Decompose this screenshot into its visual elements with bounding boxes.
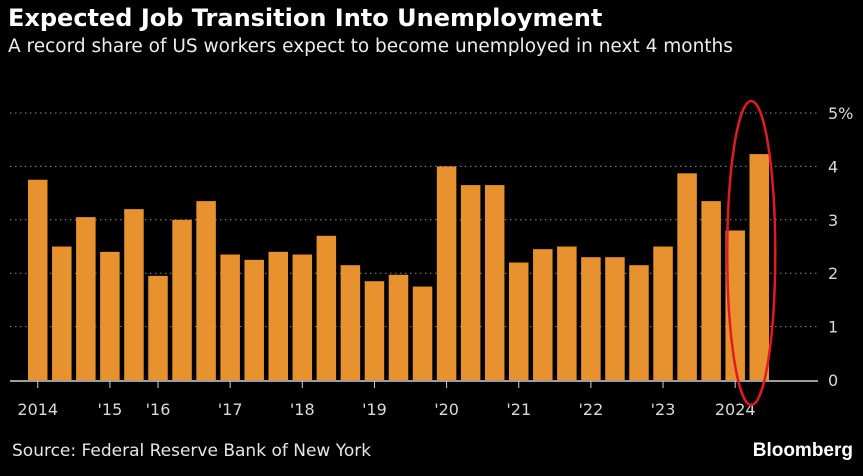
bars (28, 154, 769, 380)
bar (340, 265, 361, 380)
bar (557, 246, 577, 380)
bar (52, 246, 72, 380)
bar (725, 230, 745, 380)
bar (220, 254, 240, 380)
bar (460, 185, 481, 380)
x-axis: 2014 '15 '16 '17 '18 '19 '20 '21 '22 '23 2024 (17, 381, 756, 419)
bar (509, 262, 529, 380)
y-tick-label: 1 (828, 318, 838, 337)
bloomberg-logo: Bloomberg (752, 440, 853, 461)
bar (76, 217, 96, 380)
y-tick-label: 4 (828, 157, 838, 176)
x-tick-label: '20 (434, 400, 459, 419)
bar (28, 179, 48, 380)
bar (484, 185, 505, 380)
bar (148, 275, 168, 380)
x-tick-label: '18 (290, 400, 315, 419)
bar (172, 219, 192, 380)
x-tick-label: '17 (218, 400, 243, 419)
bar (605, 257, 625, 380)
x-tick-label: '19 (362, 400, 387, 419)
y-tick-label: 0 (828, 371, 838, 390)
highlight-circle (726, 99, 777, 407)
bar (124, 209, 144, 380)
chart-subtitle: A record share of US workers expect to b… (8, 36, 733, 57)
x-tick-label: '15 (98, 400, 123, 419)
y-tick-label: 3 (828, 211, 838, 230)
y-tick-label: 5% (828, 104, 853, 123)
bar (677, 173, 697, 380)
bar (364, 281, 385, 380)
bar (701, 201, 721, 380)
x-tick-label: 2024 (715, 400, 756, 419)
x-tick-label: '16 (146, 400, 171, 419)
bar (436, 166, 457, 380)
bar (196, 201, 216, 380)
bar (292, 254, 313, 380)
bar (100, 251, 120, 380)
bar (581, 257, 601, 380)
bar (653, 246, 673, 380)
bar (629, 265, 649, 380)
chart-title: Expected Job Transition Into Unemploymen… (8, 4, 603, 32)
bar (244, 259, 264, 380)
source-note: Source: Federal Reserve Bank of New York (12, 441, 372, 461)
x-tick-label: '21 (506, 400, 531, 419)
bar (316, 235, 337, 380)
x-tick-label: 2014 (17, 400, 58, 419)
bar (388, 274, 409, 380)
bar (268, 251, 288, 380)
x-tick-label: '23 (651, 400, 676, 419)
bar (533, 249, 553, 380)
y-tick-label: 2 (828, 264, 838, 283)
x-tick-label: '22 (579, 400, 604, 419)
y-axis: 0 1 2 3 4 5% (828, 104, 853, 390)
bar (749, 154, 769, 380)
bar (412, 286, 433, 380)
